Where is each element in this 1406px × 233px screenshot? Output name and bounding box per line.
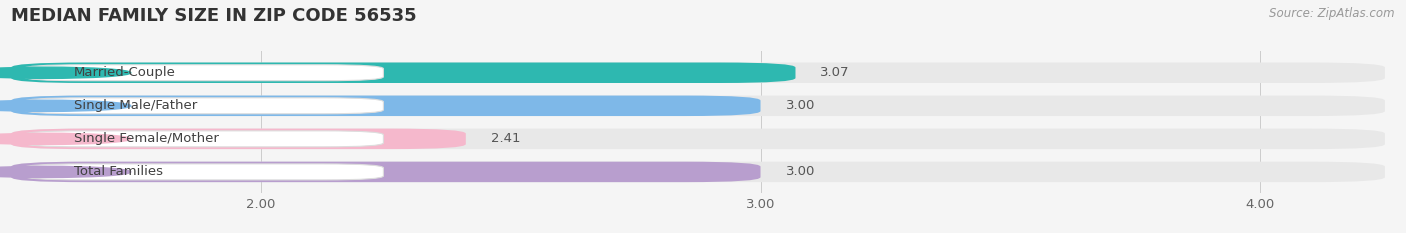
Text: 2.41: 2.41 xyxy=(491,132,520,145)
FancyBboxPatch shape xyxy=(11,62,796,83)
Text: 3.00: 3.00 xyxy=(786,165,815,178)
Text: Single Male/Father: Single Male/Father xyxy=(73,99,197,112)
FancyBboxPatch shape xyxy=(11,129,465,149)
Circle shape xyxy=(0,166,131,178)
FancyBboxPatch shape xyxy=(24,98,384,114)
FancyBboxPatch shape xyxy=(24,65,384,81)
FancyBboxPatch shape xyxy=(11,96,761,116)
Text: 3.07: 3.07 xyxy=(821,66,851,79)
FancyBboxPatch shape xyxy=(24,164,384,180)
Circle shape xyxy=(0,100,131,111)
Text: 3.00: 3.00 xyxy=(786,99,815,112)
FancyBboxPatch shape xyxy=(24,131,384,147)
Text: Source: ZipAtlas.com: Source: ZipAtlas.com xyxy=(1270,7,1395,20)
FancyBboxPatch shape xyxy=(11,129,1385,149)
Text: MEDIAN FAMILY SIZE IN ZIP CODE 56535: MEDIAN FAMILY SIZE IN ZIP CODE 56535 xyxy=(11,7,416,25)
FancyBboxPatch shape xyxy=(11,162,761,182)
Circle shape xyxy=(0,133,131,144)
Text: Married-Couple: Married-Couple xyxy=(73,66,176,79)
Text: Total Families: Total Families xyxy=(73,165,163,178)
FancyBboxPatch shape xyxy=(11,62,1385,83)
Circle shape xyxy=(0,67,131,78)
FancyBboxPatch shape xyxy=(11,96,1385,116)
Text: Single Female/Mother: Single Female/Mother xyxy=(73,132,218,145)
FancyBboxPatch shape xyxy=(11,162,1385,182)
